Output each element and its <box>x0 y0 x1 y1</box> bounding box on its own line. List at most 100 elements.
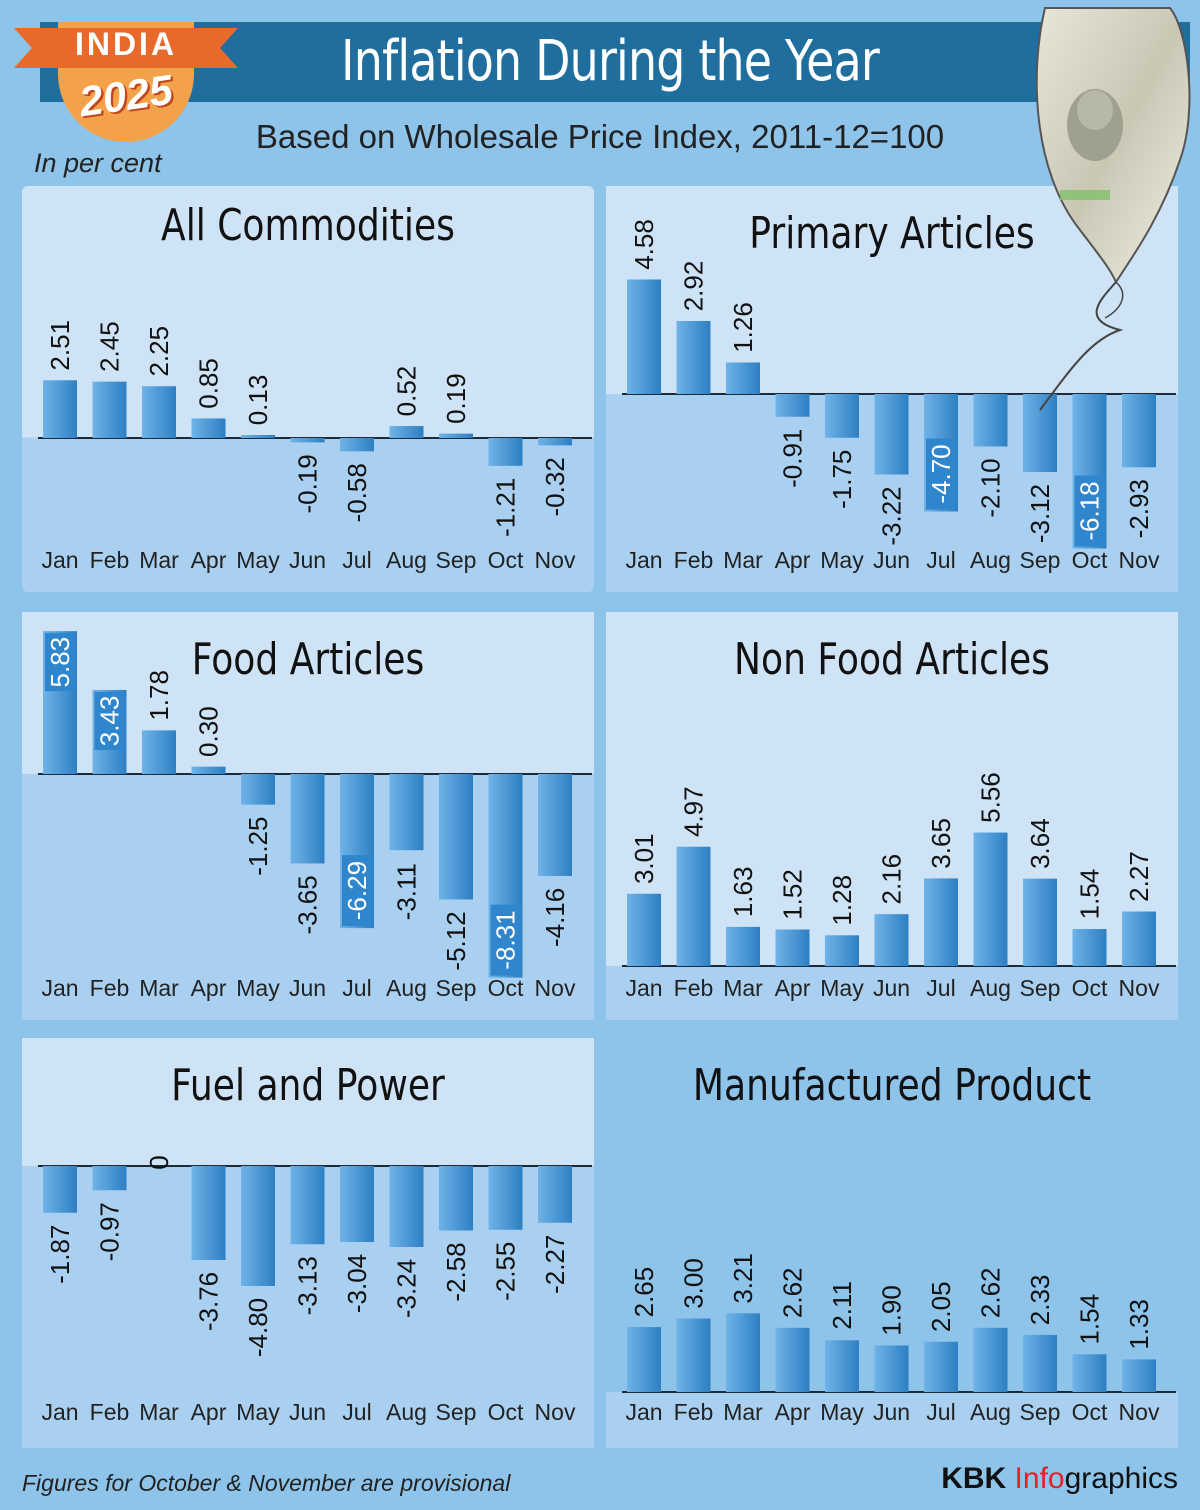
value-label: -3.11 <box>392 863 422 920</box>
credit-suffix: graphics <box>1064 1462 1178 1495</box>
bar-jun <box>290 438 325 443</box>
tick-label: Apr <box>191 1399 227 1425</box>
bar-jun <box>874 394 909 475</box>
value-label: -3.65 <box>293 875 323 934</box>
value-label: -3.22 <box>877 486 907 545</box>
tick-label: Jul <box>926 547 955 573</box>
tick-label: Oct <box>1072 547 1108 573</box>
value-label: 2.25 <box>144 326 174 377</box>
value-label: -0.58 <box>342 463 372 522</box>
tick-label: Jun <box>289 547 326 573</box>
value-label: -3.24 <box>392 1259 422 1318</box>
bar-jan <box>627 1327 661 1392</box>
value-label: -0.19 <box>293 454 323 513</box>
tick-label: May <box>820 975 864 1001</box>
tick-label: Jul <box>342 975 371 1001</box>
value-label: 0.13 <box>243 375 273 426</box>
tick-label: Jul <box>926 1399 955 1425</box>
value-label: -2.58 <box>441 1242 471 1301</box>
tick-label: Jul <box>926 975 955 1001</box>
chart-title: Food Articles <box>191 634 425 685</box>
bar-jul <box>924 1341 958 1392</box>
subtitle: Based on Wholesale Price Index, 2011-12=… <box>255 118 945 155</box>
value-label: -4.80 <box>243 1298 273 1357</box>
bar-aug <box>389 426 424 438</box>
value-label-bg <box>342 855 372 927</box>
value-label: 0.52 <box>392 366 422 417</box>
bar-oct <box>488 1166 523 1230</box>
value-label: -0.91 <box>778 429 808 488</box>
bar-oct <box>1072 929 1107 966</box>
tick-label: Nov <box>535 975 576 1001</box>
tick-label: Feb <box>674 1399 714 1425</box>
tick-label: Jan <box>625 975 662 1001</box>
value-label: 1.78 <box>144 670 174 721</box>
bar-feb <box>676 1318 711 1392</box>
bar-may <box>241 774 275 805</box>
value-label: -3.12 <box>1025 484 1055 543</box>
tick-label: Jan <box>625 547 662 573</box>
tick-label: Oct <box>488 547 524 573</box>
value-label: -3.76 <box>194 1272 224 1331</box>
unit-note: In per cent <box>34 148 162 178</box>
value-label: -1.75 <box>827 450 857 509</box>
value-label: 0.85 <box>194 358 224 409</box>
value-label: -5.12 <box>441 911 471 970</box>
chart-title: Fuel and Power <box>171 1060 445 1111</box>
bar-mar <box>726 926 760 966</box>
value-label: -3.13 <box>293 1256 323 1315</box>
credit-info: Info <box>1014 1462 1065 1495</box>
tick-label: Feb <box>674 975 714 1001</box>
value-label: -2.10 <box>976 458 1006 517</box>
tick-label: Jan <box>625 1399 662 1425</box>
value-label: 1.28 <box>827 875 857 926</box>
tick-label: Feb <box>90 975 130 1001</box>
tick-label: Sep <box>1020 975 1061 1001</box>
chart-plot: 4.58 Jan 2.92 Feb 1.26 Mar -0.91 Apr -1.75 May -3.… <box>622 219 1176 573</box>
tick-label: Mar <box>139 975 179 1001</box>
bar-may <box>825 935 859 966</box>
value-label: -1.21 <box>491 478 521 537</box>
panel-primary-articles: Primary Articles 4.58 Jan 2.92 Feb 1.26 Mar -0… <box>606 186 1178 592</box>
bar-jun <box>874 1345 909 1392</box>
value-label-bg <box>490 904 521 976</box>
value-label: -1.87 <box>45 1225 75 1284</box>
tick-label: Jan <box>41 1399 78 1425</box>
bar-jun <box>290 774 325 864</box>
tick-label: Jul <box>342 547 371 573</box>
bar-may <box>825 1340 859 1392</box>
tick-label: Oct <box>1072 1399 1108 1425</box>
bar-sep <box>1023 878 1057 966</box>
bar-sep <box>439 1166 473 1231</box>
value-label: 1.26 <box>728 302 758 353</box>
bar-jun <box>290 1166 325 1245</box>
value-label: -3.04 <box>342 1254 372 1313</box>
tick-label: Apr <box>775 1399 811 1425</box>
tick-label: May <box>236 975 280 1001</box>
tick-label: Jun <box>289 1399 326 1425</box>
tick-label: Nov <box>1119 1399 1160 1425</box>
bar-sep <box>1023 1334 1057 1392</box>
value-label: 0.19 <box>441 373 471 424</box>
tick-label: Feb <box>90 547 130 573</box>
tick-label: May <box>236 547 280 573</box>
bar-feb <box>92 381 127 438</box>
tick-label: Mar <box>723 547 763 573</box>
bar-jul <box>340 438 374 452</box>
value-label: 2.51 <box>45 320 75 371</box>
panel-non-food-articles: Non Food Articles 3.01 Jan 4.97 Feb 1.63 Mar 1… <box>606 612 1178 1020</box>
tick-label: Jun <box>873 975 910 1001</box>
panel-fuel-and-power: Fuel and Power -1.87 Jan -0.97 Feb 0 Mar -3.76… <box>22 1038 594 1448</box>
bar-sep <box>1023 394 1057 472</box>
tick-label: Jan <box>41 547 78 573</box>
tick-label: Apr <box>775 975 811 1001</box>
tick-label: Nov <box>535 547 576 573</box>
tick-label: Jun <box>289 975 326 1001</box>
value-label: -1.25 <box>243 816 273 875</box>
value-label: 3.64 <box>1025 818 1055 869</box>
credit-brand: KBK <box>941 1462 1007 1495</box>
tick-label: Aug <box>386 975 427 1001</box>
bar-mar <box>726 1313 760 1392</box>
bar-nov <box>1122 394 1156 468</box>
value-label-bg <box>45 633 75 692</box>
